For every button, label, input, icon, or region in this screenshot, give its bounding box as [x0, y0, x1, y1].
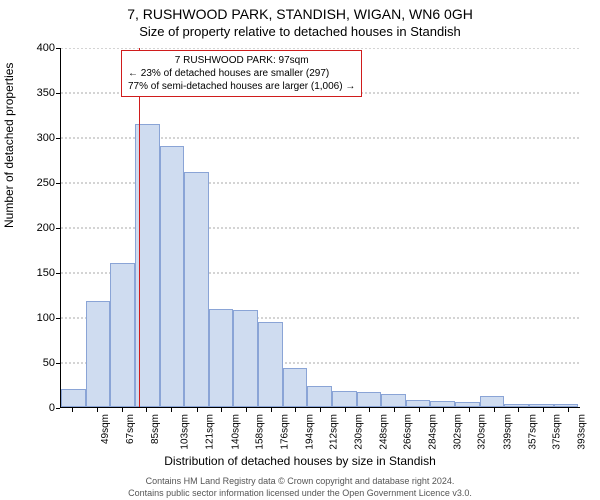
ytick-mark — [56, 273, 60, 274]
histogram-bar — [258, 322, 283, 408]
xtick-mark — [221, 408, 222, 412]
xtick-label: 158sqm — [255, 414, 266, 450]
x-axis-label: Distribution of detached houses by size … — [0, 454, 600, 468]
xtick-mark — [246, 408, 247, 412]
xtick-label: 230sqm — [354, 414, 365, 450]
ytick-label: 50 — [15, 357, 55, 369]
ytick-mark — [56, 228, 60, 229]
ytick-mark — [56, 93, 60, 94]
xtick-mark — [97, 408, 98, 412]
xtick-label: 67sqm — [125, 414, 136, 444]
chart-container: { "chart": { "type": "histogram", "title… — [0, 0, 600, 500]
xtick-label: 194sqm — [304, 414, 315, 450]
xtick-mark — [171, 408, 172, 412]
xtick-label: 212sqm — [329, 414, 340, 450]
property-marker-line — [139, 48, 140, 407]
xtick-label: 302sqm — [452, 414, 463, 450]
xtick-label: 393sqm — [577, 414, 588, 450]
histogram-bar — [61, 389, 86, 407]
xtick-label: 85sqm — [150, 414, 161, 444]
chart-subtitle: Size of property relative to detached ho… — [0, 24, 600, 39]
annotation-line-3: 77% of semi-detached houses are larger (… — [128, 80, 355, 93]
ytick-label: 200 — [15, 222, 55, 234]
xtick-mark — [345, 408, 346, 412]
chart-title: 7, RUSHWOOD PARK, STANDISH, WIGAN, WN6 0… — [0, 6, 600, 22]
xtick-label: 339sqm — [503, 414, 514, 450]
xtick-mark — [122, 408, 123, 412]
xtick-mark — [543, 408, 544, 412]
ytick-label: 400 — [15, 42, 55, 54]
ytick-label: 350 — [15, 87, 55, 99]
histogram-bar — [184, 172, 209, 407]
ytick-label: 150 — [15, 267, 55, 279]
histogram-bar — [160, 146, 185, 407]
xtick-label: 103sqm — [180, 414, 191, 450]
histogram-bar — [504, 404, 529, 407]
histogram-bar — [406, 400, 431, 407]
histogram-bar — [381, 394, 406, 408]
xtick-mark — [197, 408, 198, 412]
xtick-label: 140sqm — [230, 414, 241, 450]
histogram-bar — [529, 404, 554, 407]
histogram-bar — [480, 396, 505, 407]
xtick-label: 357sqm — [527, 414, 538, 450]
ytick-label: 300 — [15, 132, 55, 144]
histogram-bar — [283, 368, 308, 407]
xtick-mark — [320, 408, 321, 412]
histogram-bar — [430, 401, 455, 407]
xtick-mark — [494, 408, 495, 412]
xtick-label: 176sqm — [280, 414, 291, 450]
ytick-label: 100 — [15, 312, 55, 324]
xtick-mark — [369, 408, 370, 412]
footer-line-2: Contains public sector information licen… — [0, 488, 600, 498]
xtick-mark — [443, 408, 444, 412]
xtick-label: 248sqm — [378, 414, 389, 450]
histogram-bar — [86, 301, 111, 407]
histogram-bar — [455, 402, 480, 407]
annotation-line-2: ← 23% of detached houses are smaller (29… — [128, 67, 355, 80]
xtick-label: 49sqm — [100, 414, 111, 444]
xtick-label: 375sqm — [552, 414, 563, 450]
ytick-mark — [56, 408, 60, 409]
footer-line-1: Contains HM Land Registry data © Crown c… — [0, 476, 600, 486]
xtick-label: 266sqm — [403, 414, 414, 450]
xtick-mark — [419, 408, 420, 412]
histogram-bar — [209, 309, 234, 407]
xtick-mark — [394, 408, 395, 412]
histogram-bar — [357, 392, 382, 407]
annotation-line-1: 7 RUSHWOOD PARK: 97sqm — [128, 54, 355, 67]
xtick-mark — [72, 408, 73, 412]
ytick-mark — [56, 363, 60, 364]
xtick-mark — [146, 408, 147, 412]
xtick-label: 121sqm — [204, 414, 215, 450]
ytick-label: 0 — [15, 402, 55, 414]
xtick-mark — [469, 408, 470, 412]
xtick-label: 284sqm — [427, 414, 438, 450]
xtick-mark — [295, 408, 296, 412]
histogram-bar — [110, 263, 135, 407]
xtick-mark — [568, 408, 569, 412]
ytick-mark — [56, 138, 60, 139]
histogram-bar — [233, 310, 258, 407]
histogram-bar — [332, 391, 357, 407]
annotation-box: 7 RUSHWOOD PARK: 97sqm ← 23% of detached… — [121, 50, 362, 97]
ytick-mark — [56, 183, 60, 184]
y-axis-label: Number of detached properties — [2, 63, 16, 228]
ytick-label: 250 — [15, 177, 55, 189]
ytick-mark — [56, 318, 60, 319]
xtick-mark — [518, 408, 519, 412]
histogram-bar — [554, 404, 579, 407]
xtick-mark — [271, 408, 272, 412]
plot-area: 7 RUSHWOOD PARK: 97sqm ← 23% of detached… — [60, 48, 580, 408]
histogram-bar — [307, 386, 332, 407]
xtick-label: 320sqm — [477, 414, 488, 450]
ytick-mark — [56, 48, 60, 49]
